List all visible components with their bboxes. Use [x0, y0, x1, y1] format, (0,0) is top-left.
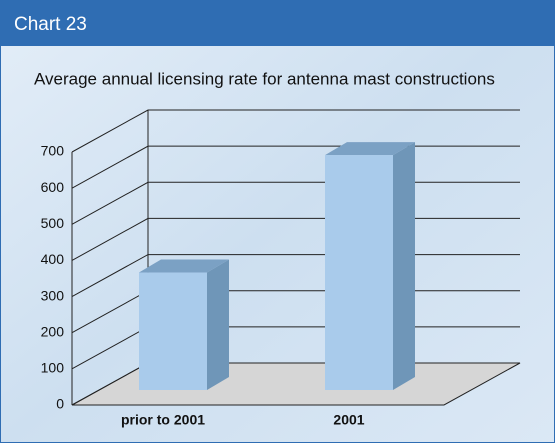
grid-line [71, 109, 520, 153]
y-tick-label: 400 [41, 251, 65, 267]
bar [325, 155, 393, 390]
header: Chart 23 [14, 14, 87, 35]
bar-side [393, 142, 415, 390]
y-tick-label: 0 [56, 396, 64, 412]
bar-side [207, 259, 229, 390]
header-band [0, 0, 555, 46]
y-tick-label: 300 [41, 287, 65, 303]
y-tick-label: 200 [41, 323, 65, 339]
y-tick-label: 700 [41, 143, 65, 159]
y-tick-label: 600 [41, 179, 65, 195]
bar-top [139, 259, 229, 273]
y-tick-label: 500 [41, 215, 65, 231]
x-tick-label: 2001 [333, 412, 364, 428]
chart-title: Average annual licensing rate for antenn… [34, 69, 495, 88]
x-tick-label: prior to 2001 [121, 412, 205, 428]
y-tick-label: 100 [41, 360, 65, 376]
bar [139, 272, 207, 390]
bar-top [325, 142, 415, 156]
